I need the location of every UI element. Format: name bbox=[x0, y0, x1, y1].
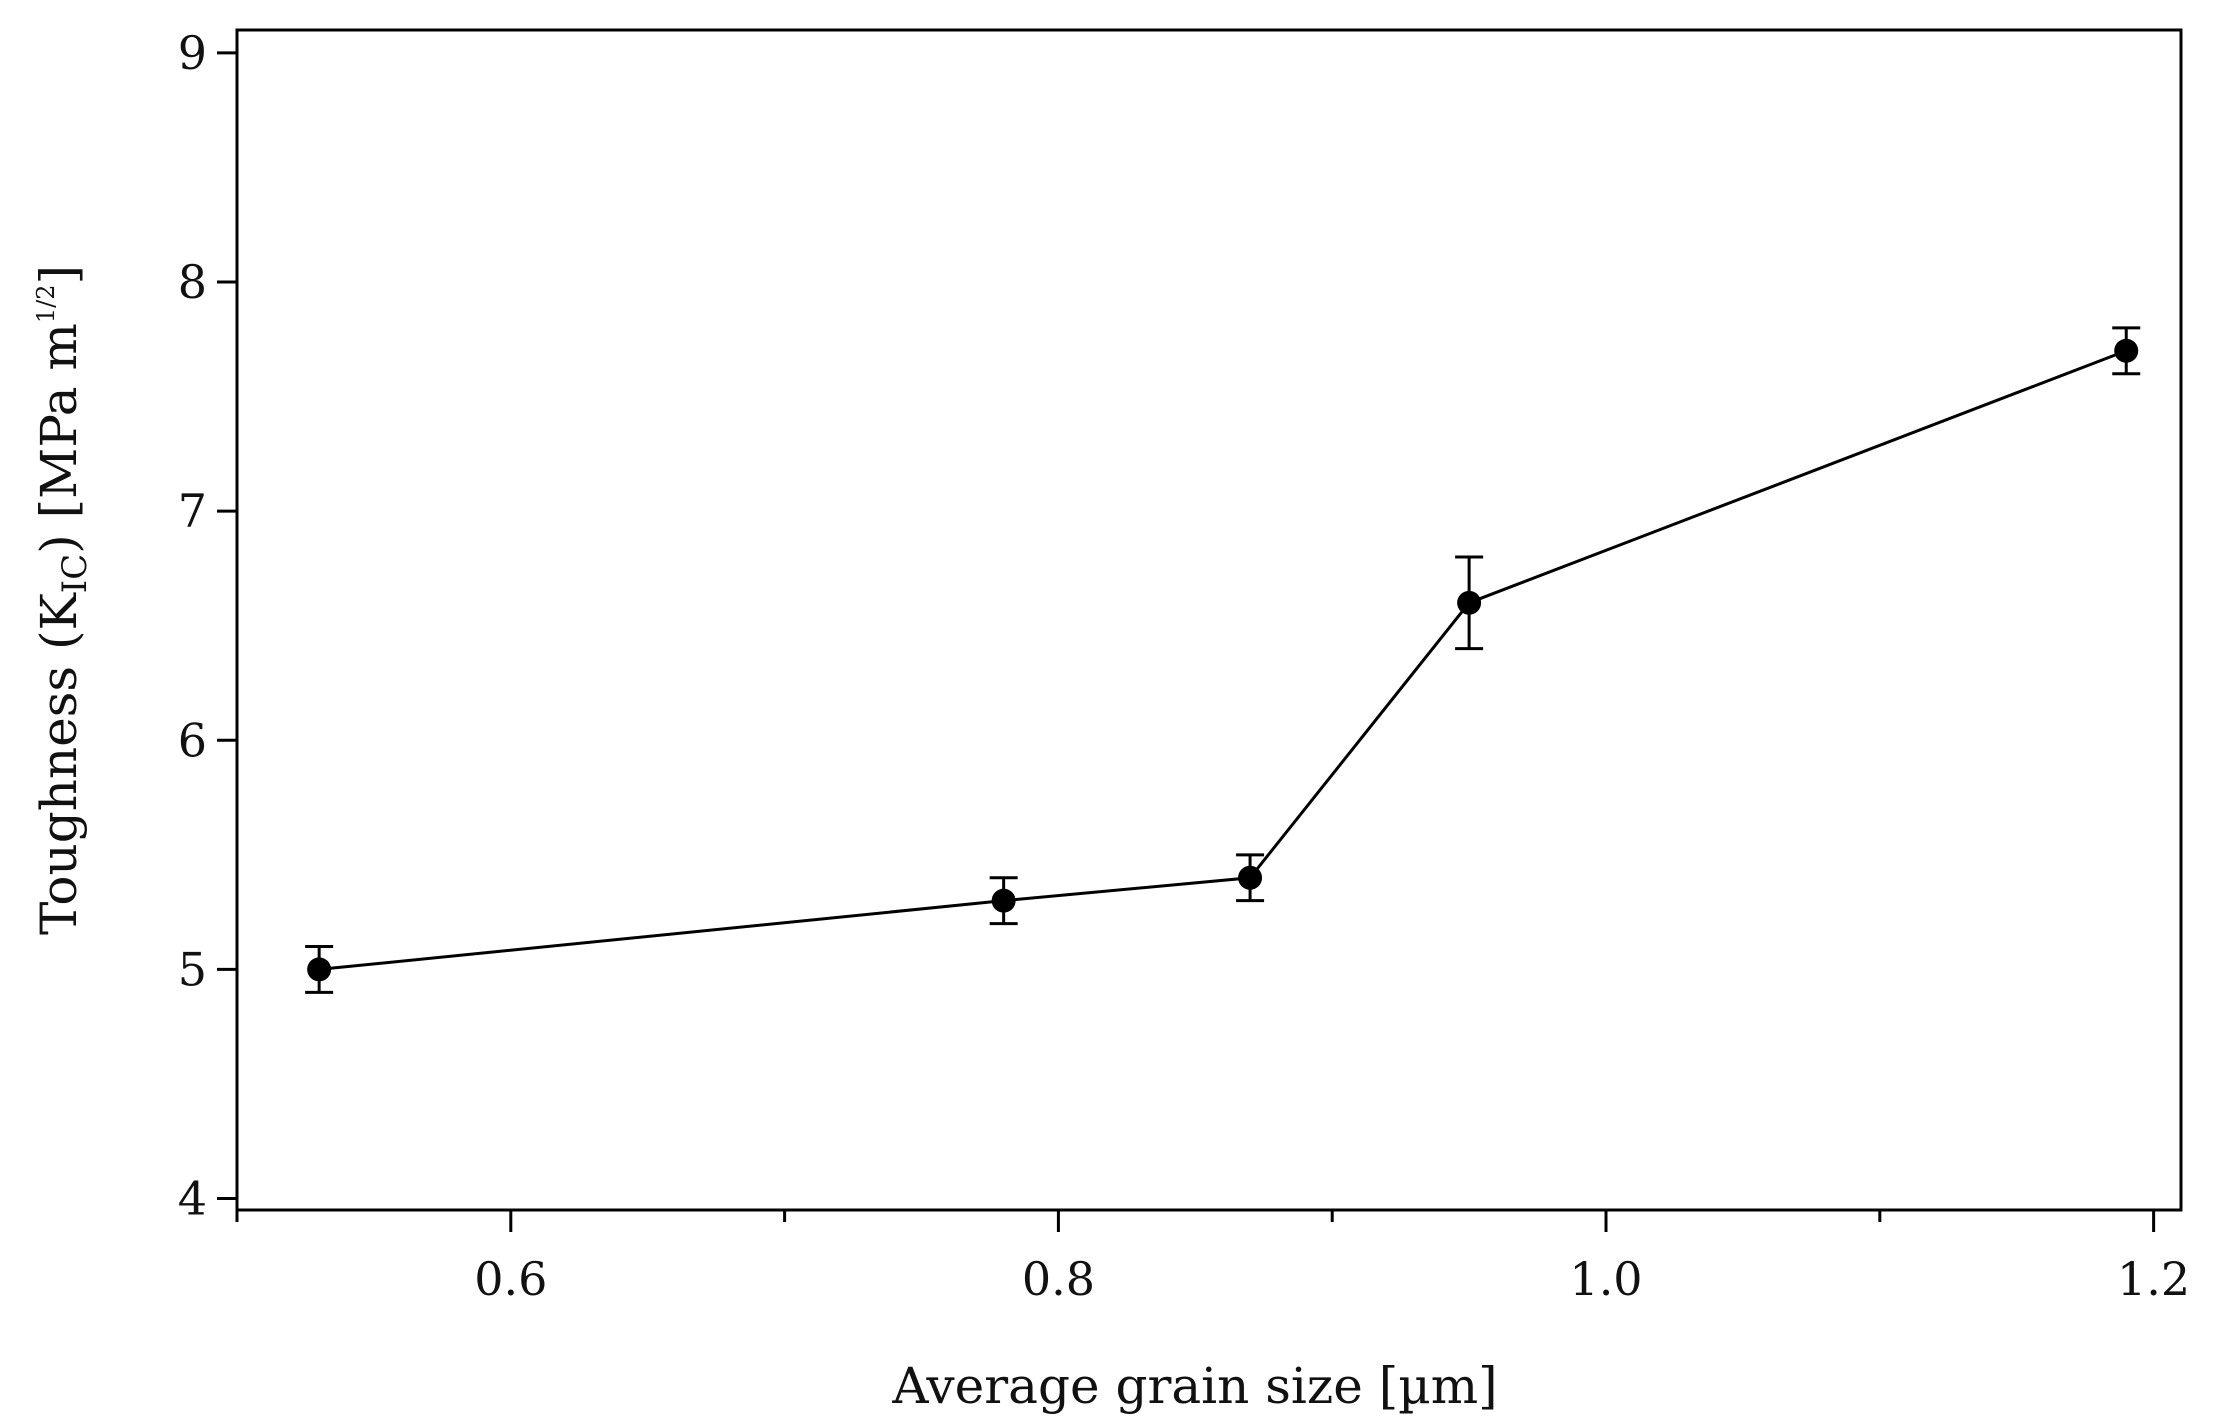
y-tick-label: 7 bbox=[178, 484, 207, 538]
y-axis-title-end: ] bbox=[30, 265, 88, 285]
y-tick-label: 5 bbox=[178, 942, 207, 996]
y-tick-label: 8 bbox=[178, 255, 207, 309]
y-tick-label: 9 bbox=[178, 26, 207, 80]
y-axis-title-sub: IC bbox=[55, 554, 95, 593]
series-line bbox=[318, 349, 2127, 971]
x-tick-label: 0.8 bbox=[1022, 1252, 1095, 1306]
y-tick-label: 6 bbox=[178, 713, 207, 767]
data-point bbox=[1457, 590, 1482, 615]
data-point bbox=[307, 957, 332, 982]
y-axis-title-mid: ) [MPa m bbox=[30, 323, 88, 554]
x-axis-title: Average grain size [µm] bbox=[891, 1357, 1497, 1415]
x-tick-label: 1.2 bbox=[2117, 1252, 2190, 1306]
y-tick-label: 4 bbox=[178, 1172, 207, 1226]
x-tick-label: 1.0 bbox=[1569, 1252, 1642, 1306]
data-series bbox=[305, 326, 2141, 994]
x-axis: 0.6 0.8 1.0 1.2 bbox=[235, 1210, 2190, 1306]
y-axis-title-main: Toughness (K bbox=[30, 592, 88, 935]
y-axis-title: Toughness (KIC) [MPa m1/2] bbox=[30, 265, 95, 935]
data-point bbox=[1238, 865, 1263, 890]
y-axis-title-sup: 1/2 bbox=[32, 284, 60, 323]
data-point bbox=[991, 888, 1016, 913]
y-axis: 4 5 6 7 8 9 bbox=[178, 26, 237, 1226]
x-tick-label: 0.6 bbox=[474, 1252, 547, 1306]
data-point bbox=[2114, 338, 2139, 363]
plot-frame bbox=[235, 28, 2183, 1212]
